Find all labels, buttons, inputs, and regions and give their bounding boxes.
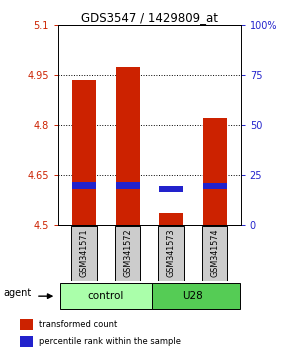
- Bar: [71, 226, 97, 281]
- Text: GSM341571: GSM341571: [79, 229, 89, 278]
- Bar: [203, 183, 226, 189]
- Text: agent: agent: [3, 288, 31, 298]
- Text: GSM341574: GSM341574: [210, 229, 219, 278]
- Bar: [158, 226, 184, 281]
- Bar: [116, 182, 139, 189]
- Bar: [116, 68, 139, 225]
- Text: control: control: [88, 291, 124, 301]
- Text: GSM341572: GSM341572: [123, 229, 132, 278]
- Text: GSM341573: GSM341573: [166, 229, 176, 278]
- Bar: [72, 182, 96, 189]
- Bar: [152, 282, 240, 309]
- Bar: [60, 282, 152, 309]
- Bar: [159, 213, 183, 225]
- Bar: [202, 226, 227, 281]
- Bar: [72, 80, 96, 225]
- Bar: [159, 187, 183, 192]
- Text: percentile rank within the sample: percentile rank within the sample: [39, 337, 180, 346]
- Bar: [115, 226, 140, 281]
- Text: transformed count: transformed count: [39, 320, 117, 329]
- Bar: [20, 336, 33, 347]
- Title: GDS3547 / 1429809_at: GDS3547 / 1429809_at: [81, 11, 218, 24]
- Text: U28: U28: [182, 291, 203, 301]
- Bar: [203, 118, 226, 225]
- Bar: [20, 319, 33, 330]
